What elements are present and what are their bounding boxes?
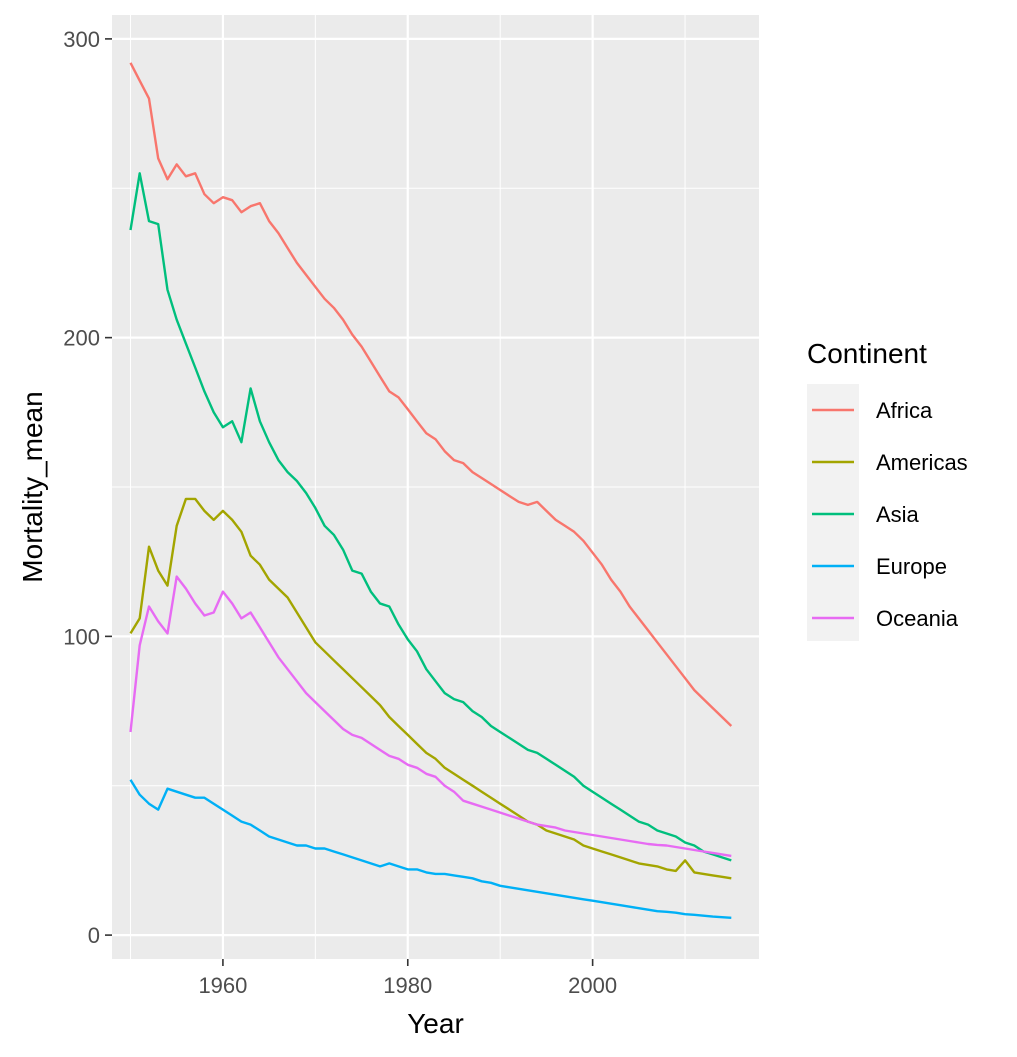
legend-key-background xyxy=(807,384,859,641)
series-line-asia xyxy=(129,172,732,862)
legend: Continent Africa Americas Asia Europe Oceani… xyxy=(807,338,968,641)
legend-label-asia: Asia xyxy=(876,502,920,527)
minor-gridlines xyxy=(112,15,759,959)
axes: 1960 1980 2000 0 100 200 300 xyxy=(63,27,617,998)
major-gridlines xyxy=(112,15,759,959)
legend-label-americas: Americas xyxy=(876,450,968,475)
y-tick-label: 200 xyxy=(63,326,100,351)
y-tick-label: 300 xyxy=(63,27,100,52)
y-axis-title: Mortality_mean xyxy=(17,391,48,582)
y-tick-label: 100 xyxy=(63,624,100,649)
series-lines xyxy=(129,62,733,919)
legend-title: Continent xyxy=(807,338,927,369)
x-tick-label: 1960 xyxy=(198,973,247,998)
x-tick-label: 2000 xyxy=(568,973,617,998)
x-axis-title: Year xyxy=(407,1008,464,1039)
legend-label-africa: Africa xyxy=(876,398,933,423)
series-line-americas xyxy=(129,497,732,880)
legend-items: Africa Americas Asia Europe Oceania xyxy=(812,398,968,631)
y-tick-label: 0 xyxy=(88,923,100,948)
series-line-africa xyxy=(129,62,733,727)
series-line-europe xyxy=(129,779,732,919)
legend-label-oceania: Oceania xyxy=(876,606,959,631)
x-tick-label: 1980 xyxy=(383,973,432,998)
legend-label-europe: Europe xyxy=(876,554,947,579)
series-line-oceania xyxy=(129,575,732,858)
